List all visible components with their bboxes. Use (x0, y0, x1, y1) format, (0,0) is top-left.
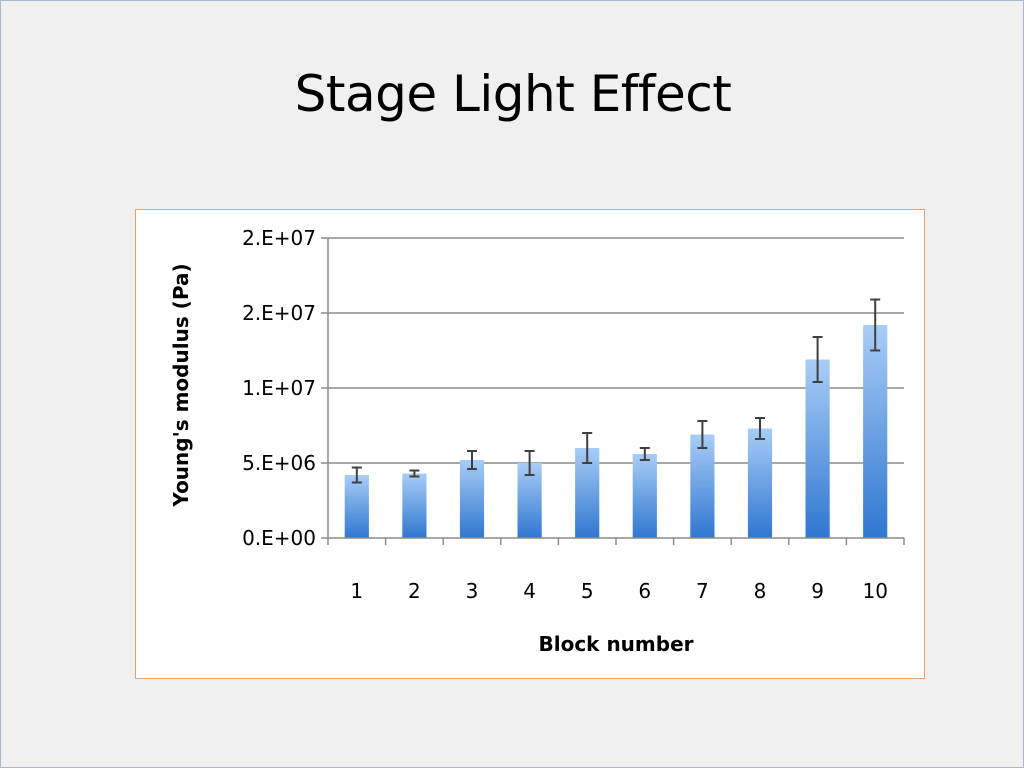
x-tick-label: 9 (811, 579, 824, 603)
x-tick-labels: 1 2 3 4 5 6 7 8 9 10 (350, 579, 887, 603)
y-tick-labels: 0.E+00 5.E+06 1.E+07 2.E+07 2.E+07 (242, 226, 316, 550)
x-tick-label: 2 (408, 579, 421, 603)
chart-frame: 0.E+00 5.E+06 1.E+07 2.E+07 2.E+07 1 2 3 4 5 6 7 8 9… (135, 209, 925, 679)
x-tick-label: 1 (350, 579, 363, 603)
y-tick-label: 5.E+06 (242, 451, 316, 475)
x-tick-label: 3 (466, 579, 479, 603)
axes (327, 238, 905, 545)
x-tick-label: 8 (754, 579, 767, 603)
bars (344, 325, 888, 538)
x-tick-label: 7 (696, 579, 709, 603)
x-tick-label: 10 (862, 579, 887, 603)
error-bars (351, 298, 881, 484)
y-tick-label: 1.E+07 (242, 376, 316, 400)
slide-title: Stage Light Effect (294, 65, 732, 123)
bar (402, 473, 427, 538)
bar (690, 434, 715, 538)
bar (747, 428, 773, 538)
x-axis-title: Block number (538, 632, 693, 656)
bar-chart: 0.E+00 5.E+06 1.E+07 2.E+07 2.E+07 1 2 3 4 5 6 7 8 9… (169, 226, 905, 656)
y-tick-label: 2.E+07 (242, 301, 316, 325)
x-tick-label: 5 (581, 579, 594, 603)
y-tick-label: 0.E+00 (242, 526, 316, 550)
bar (632, 454, 657, 538)
bar (459, 460, 485, 538)
y-axis-title: Young's modulus (Pa) (169, 263, 193, 507)
x-tick-label: 4 (523, 579, 536, 603)
y-tick-label: 2.E+07 (242, 226, 316, 250)
bar (344, 475, 369, 538)
bar (805, 359, 830, 538)
x-tick-label: 6 (638, 579, 651, 603)
bar (863, 325, 888, 538)
